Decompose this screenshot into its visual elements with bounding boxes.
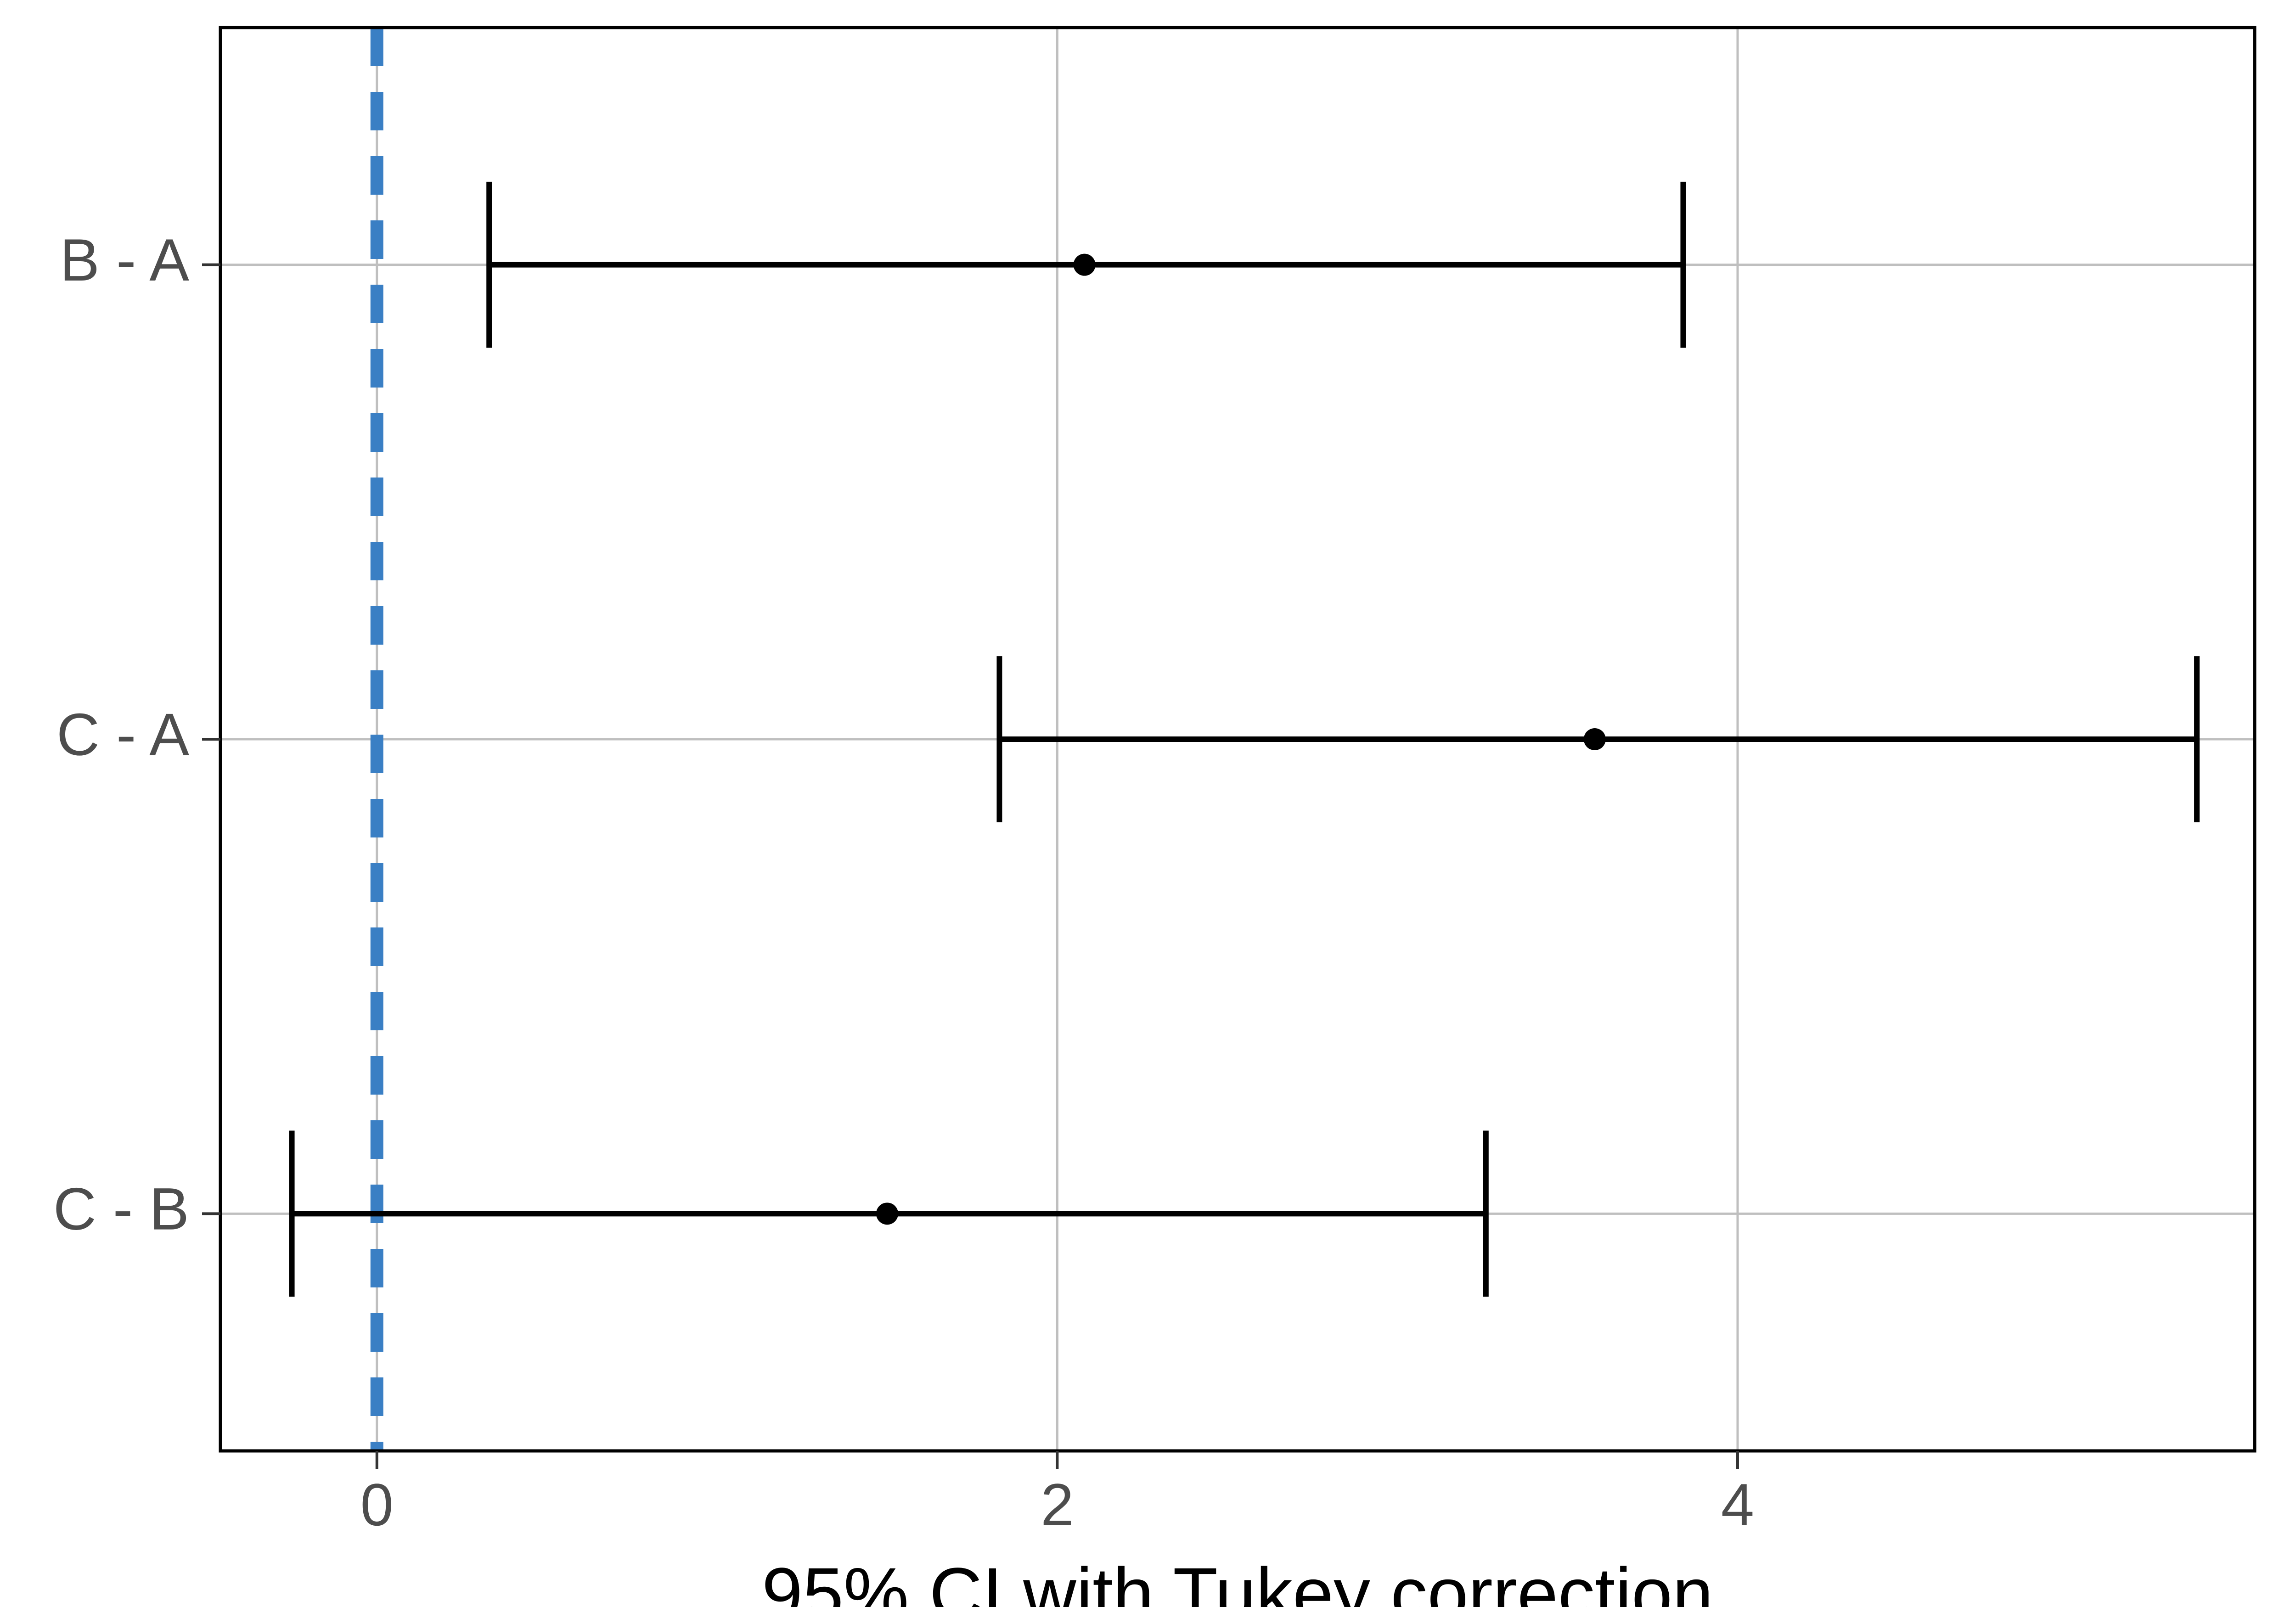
x-tick-label: 0 (360, 1471, 394, 1538)
y-tick-label: C - A (56, 701, 189, 768)
x-tick-label: 2 (1041, 1471, 1074, 1538)
y-tick-label: C - B (53, 1175, 189, 1242)
y-tick-label: B - A (60, 226, 189, 293)
tukey-ci-chart: 0 2 4 B - A C - A C - B 95% CI with Tukey corr… (0, 0, 2296, 1607)
x-axis-label: 95% CI with Tukey correction (762, 1552, 1713, 1607)
x-tick-label: 4 (1721, 1471, 1754, 1538)
